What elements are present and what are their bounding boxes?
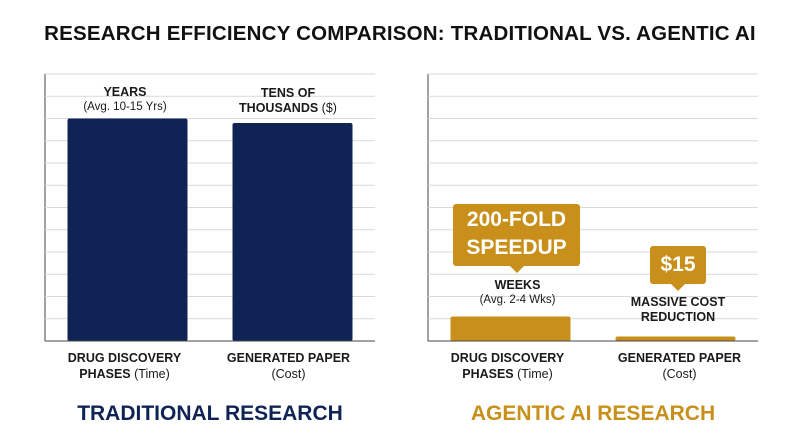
agentic-chart: [427, 73, 758, 342]
traditional-panel: [44, 73, 375, 348]
agentic-bar-1: [615, 336, 736, 341]
category-label-traditional-drug-discovery: DRUG DISCOVERY PHASES (Time): [67, 351, 182, 381]
category-label-traditional-generated-paper: GENERATED PAPER (Cost): [226, 351, 351, 381]
traditional-research-heading: TRADITIONAL RESEARCH: [77, 402, 343, 425]
category-label-agentic-drug-discovery: DRUG DISCOVERY PHASES (Time): [450, 351, 565, 381]
agentic-panel: [427, 73, 758, 348]
speedup-callout: 200-FOLD SPEEDUP: [453, 204, 580, 273]
agentic-research-heading: AGENTIC AI RESEARCH: [470, 402, 716, 425]
traditional-bar-1: [232, 122, 353, 341]
cost-callout: $15: [650, 246, 706, 291]
traditional-chart: [44, 73, 375, 342]
bar-label-traditional-time: YEARS (Avg. 10-15 Yrs): [83, 85, 167, 113]
category-label-agentic-generated-paper: GENERATED PAPER (Cost): [617, 351, 742, 381]
chart-title: RESEARCH EFFICIENCY COMPARISON: TRADITIO…: [44, 22, 756, 45]
bar-label-agentic-time: WEEKS (Avg. 2-4 Wks): [479, 278, 556, 306]
bar-label-agentic-cost: MASSIVE COST REDUCTION: [630, 295, 726, 324]
traditional-bar-0: [67, 118, 188, 341]
bar-label-traditional-cost: TENS OF THOUSANDS ($): [239, 86, 337, 115]
agentic-bar-0: [450, 316, 571, 341]
